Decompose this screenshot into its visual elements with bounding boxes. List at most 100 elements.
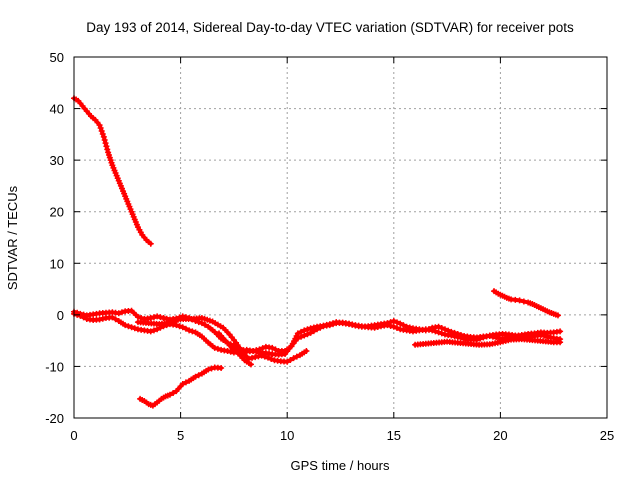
- data-point: [179, 324, 186, 331]
- data-point: [323, 321, 330, 328]
- data-point: [387, 319, 394, 326]
- data-point: [176, 323, 183, 330]
- data-point: [173, 322, 180, 329]
- data-point: [393, 325, 400, 332]
- data-point: [448, 328, 455, 335]
- data-point: [103, 143, 110, 150]
- data-point: [441, 326, 448, 333]
- data-point: [557, 339, 564, 346]
- data-point: [96, 316, 103, 323]
- data-point: [198, 320, 205, 327]
- data-point: [255, 353, 262, 360]
- data-point: [457, 331, 464, 338]
- data-point: [115, 310, 122, 317]
- data-point: [290, 355, 297, 362]
- data-point: [265, 354, 272, 361]
- data-point: [214, 345, 221, 352]
- data-point: [208, 365, 215, 372]
- y-tick-label: 0: [57, 308, 64, 323]
- data-point: [268, 355, 275, 362]
- data-point: [320, 322, 327, 329]
- data-point: [249, 354, 256, 361]
- data-point: [454, 330, 461, 337]
- data-point: [170, 389, 177, 396]
- data-point: [211, 344, 218, 351]
- data-point: [293, 353, 300, 360]
- data-point: [406, 324, 413, 331]
- data-point: [438, 325, 445, 332]
- data-point: [101, 137, 108, 144]
- data-point: [307, 325, 314, 332]
- data-point: [435, 329, 442, 336]
- y-tick-label: -10: [45, 359, 64, 374]
- data-point: [224, 347, 231, 354]
- y-tick-label: 40: [50, 102, 64, 117]
- data-point: [298, 328, 305, 335]
- data-series: [71, 95, 564, 409]
- data-point: [205, 366, 212, 373]
- data-point: [182, 379, 189, 386]
- x-tick-label: 10: [280, 428, 294, 443]
- x-axis-label: GPS time / hours: [291, 458, 390, 473]
- data-point: [261, 353, 268, 360]
- data-point: [128, 324, 135, 331]
- x-tick-label: 25: [600, 428, 614, 443]
- data-point: [301, 332, 308, 339]
- grid: [74, 57, 607, 418]
- data-point: [150, 327, 157, 334]
- data-point: [202, 321, 209, 328]
- data-point: [284, 358, 291, 365]
- data-point: [303, 347, 310, 354]
- data-point: [287, 356, 294, 363]
- data-point: [304, 326, 311, 333]
- x-tick-label: 15: [387, 428, 401, 443]
- series-trace-e: [134, 314, 310, 365]
- y-tick-label: -20: [45, 411, 64, 426]
- data-point: [330, 320, 337, 327]
- series-trace-g: [412, 336, 564, 348]
- data-point: [166, 391, 173, 398]
- data-point: [227, 348, 234, 355]
- data-point: [259, 345, 266, 352]
- data-point: [100, 133, 107, 140]
- data-point: [403, 323, 410, 330]
- plot-frame: [73, 56, 608, 419]
- data-point: [393, 319, 400, 326]
- data-point: [451, 329, 458, 336]
- data-point: [400, 322, 407, 329]
- x-tick-label: 5: [177, 428, 184, 443]
- x-axis: 0 5 10 15 20 25: [70, 57, 614, 443]
- series-trace-a: [71, 95, 154, 247]
- series-trace-f: [215, 330, 254, 368]
- data-point: [250, 347, 257, 354]
- data-point: [346, 321, 353, 328]
- data-point: [269, 344, 276, 351]
- data-point: [258, 352, 265, 359]
- data-point: [160, 314, 167, 321]
- data-point: [310, 324, 317, 331]
- data-point: [99, 315, 106, 322]
- data-point: [134, 313, 141, 320]
- data-point: [147, 328, 154, 335]
- y-axis-label: SDTVAR / TECUs: [5, 185, 20, 290]
- y-tick-label: 50: [50, 50, 64, 65]
- data-point: [326, 321, 333, 328]
- data-point: [272, 346, 279, 353]
- data-point: [80, 311, 87, 318]
- data-point: [147, 240, 154, 247]
- data-point: [489, 333, 496, 340]
- data-point: [109, 314, 116, 321]
- data-point: [384, 320, 391, 327]
- data-point: [102, 140, 109, 147]
- data-point: [520, 298, 527, 305]
- data-point: [557, 328, 564, 335]
- data-point: [189, 328, 196, 335]
- x-tick-label: 0: [70, 428, 77, 443]
- data-point: [96, 122, 103, 129]
- data-point: [256, 346, 263, 353]
- data-point: [397, 320, 404, 327]
- series-trace-b: [137, 364, 225, 409]
- data-point: [390, 323, 397, 330]
- data-point: [435, 323, 442, 330]
